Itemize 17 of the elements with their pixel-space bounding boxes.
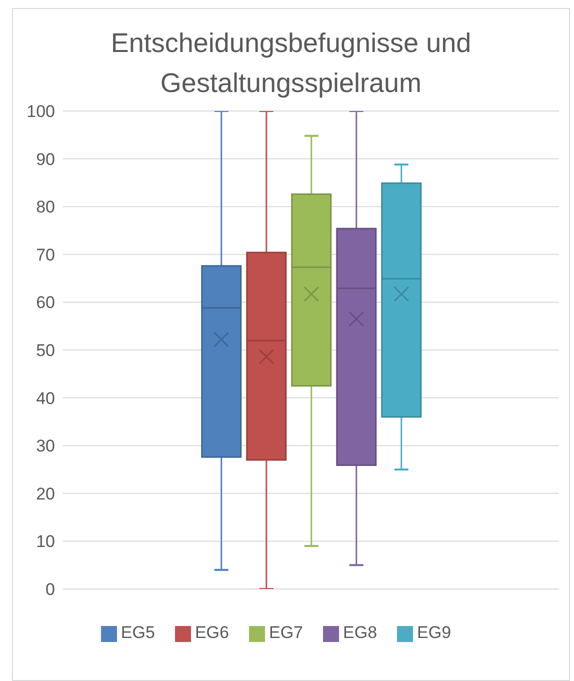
y-tick-label: 0: [46, 580, 55, 600]
y-tick-label: 90: [36, 150, 55, 169]
y-tick-label: 40: [36, 388, 55, 408]
y-tick-label: 100: [26, 102, 55, 122]
legend-label: EG5: [120, 623, 155, 642]
y-tick-label: 80: [36, 198, 55, 217]
y-tick-label: 60: [36, 293, 55, 312]
y-tick-label: 10: [36, 532, 55, 552]
y-tick-label: 50: [36, 341, 55, 360]
legend-label: EG8: [343, 623, 378, 642]
y-tick-label: 20: [36, 484, 55, 504]
chart-title: Entscheidungsbefugnisse und Gestaltungsspielraum: [110, 27, 472, 100]
y-tick-label: 70: [36, 245, 55, 264]
legend-label: EG9: [417, 623, 452, 642]
y-tick-label: 30: [36, 436, 55, 456]
legend-label: EG7: [268, 623, 304, 642]
legend-label: EG6: [194, 623, 229, 642]
